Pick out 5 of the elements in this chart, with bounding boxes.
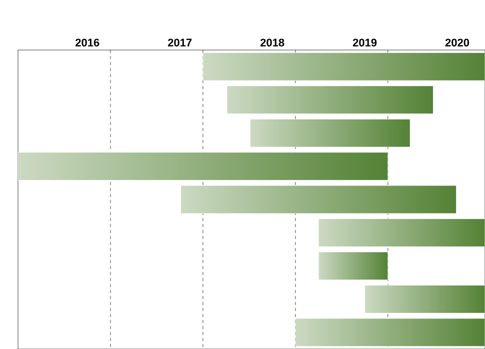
- x-tick-label: 2016: [76, 38, 100, 46]
- x-tick-label: 2018: [260, 38, 284, 46]
- x-tick-label: 2017: [168, 38, 192, 46]
- x-tick-label: 2020: [445, 38, 470, 46]
- x-tick-label: 2019: [352, 38, 377, 46]
